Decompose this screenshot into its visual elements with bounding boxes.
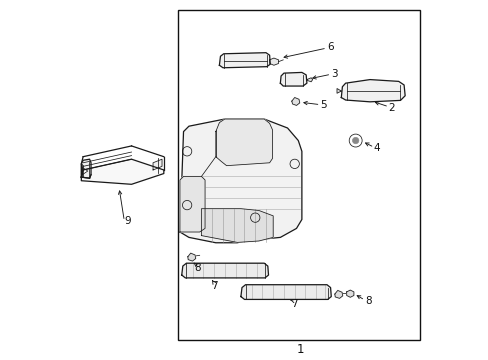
Polygon shape (182, 263, 268, 278)
Text: 8: 8 (193, 263, 200, 273)
Polygon shape (291, 98, 299, 105)
Polygon shape (201, 209, 273, 242)
Text: 6: 6 (326, 42, 333, 51)
Text: 4: 4 (373, 143, 380, 153)
Polygon shape (215, 119, 272, 166)
Polygon shape (187, 253, 195, 261)
Polygon shape (241, 285, 330, 300)
Text: 9: 9 (124, 216, 131, 226)
Text: 1: 1 (296, 343, 303, 356)
Polygon shape (81, 159, 163, 184)
Polygon shape (180, 119, 301, 243)
Polygon shape (306, 78, 312, 82)
Polygon shape (153, 159, 162, 170)
Text: 2: 2 (387, 103, 394, 113)
Text: 7: 7 (210, 281, 217, 291)
Polygon shape (219, 53, 270, 68)
Text: 8: 8 (364, 296, 371, 306)
Bar (178, 10, 419, 339)
Polygon shape (346, 290, 353, 297)
Polygon shape (336, 89, 341, 93)
Circle shape (352, 137, 358, 144)
Polygon shape (341, 80, 405, 102)
Polygon shape (334, 291, 342, 298)
Text: 5: 5 (320, 100, 326, 110)
Text: 3: 3 (330, 69, 337, 79)
Text: 7: 7 (291, 299, 297, 309)
Polygon shape (280, 72, 306, 86)
Polygon shape (81, 159, 91, 178)
Polygon shape (269, 58, 278, 65)
Polygon shape (180, 176, 204, 232)
Polygon shape (82, 167, 88, 175)
